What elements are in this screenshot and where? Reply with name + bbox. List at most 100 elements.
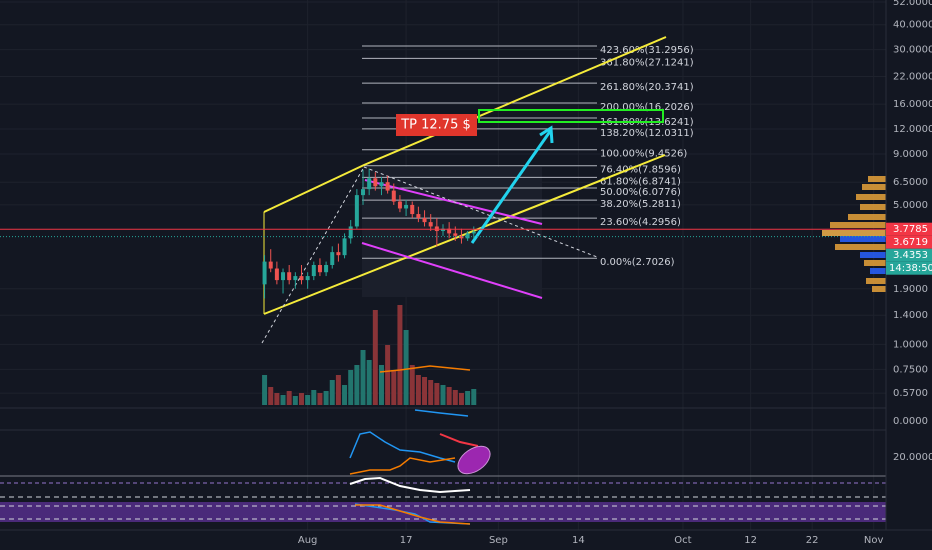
- x-tick-label: Aug: [298, 535, 318, 546]
- y-tick-label: 16.0000: [893, 99, 932, 110]
- arrow-head: [539, 125, 554, 144]
- volume-bar: [403, 330, 409, 405]
- y-tick-label: 0.5700: [893, 388, 928, 399]
- candle-body: [465, 233, 470, 239]
- candle-body: [268, 261, 273, 269]
- volume-bar: [360, 350, 366, 405]
- fib-label: 50.00%(6.0776): [600, 187, 681, 198]
- fib-label: 38.20%(5.2811): [600, 199, 681, 210]
- y-tick-label: 1.4000: [893, 310, 928, 321]
- volume-bar: [446, 387, 452, 405]
- candle-body: [404, 204, 409, 209]
- candle-body: [287, 272, 292, 281]
- volume-profile: [822, 176, 886, 292]
- candle-body: [361, 189, 366, 196]
- candle-body: [373, 178, 378, 187]
- volume-bar: [391, 370, 397, 405]
- fib-label: 361.80%(27.1241): [600, 57, 694, 68]
- volume-bar: [342, 385, 348, 405]
- target-arrow: [470, 129, 553, 244]
- y-tick-label: 5.0000: [893, 200, 928, 211]
- volume-bar: [366, 360, 372, 405]
- y-tick-label: 1.0000: [893, 339, 928, 350]
- y-tick-label: 9.0000: [893, 149, 928, 160]
- dashed-trend: [261, 166, 365, 344]
- fib-label: 23.60%(4.2956): [600, 217, 681, 228]
- volume-bar: [354, 365, 360, 405]
- y-tick-label: 52.0000: [893, 0, 932, 8]
- candle-body: [317, 264, 322, 273]
- fib-label: 138.20%(12.0311): [600, 128, 694, 139]
- volume-bar: [335, 375, 341, 405]
- candle-body: [428, 222, 433, 227]
- y-tick-label: 22.0000: [893, 72, 932, 83]
- x-tick-label: Sep: [489, 535, 508, 546]
- target-box: [478, 109, 664, 123]
- indicator-axis-label: 0.0000: [893, 416, 928, 427]
- x-tick-label: Nov: [864, 535, 884, 546]
- candle-body: [330, 252, 335, 265]
- fib-zone: [362, 167, 542, 297]
- candle-body: [397, 201, 402, 209]
- candle-body: [410, 204, 415, 215]
- price-tag-label: 3.6719: [893, 237, 928, 248]
- candle-body: [471, 231, 476, 234]
- x-tick-label: Oct: [674, 535, 691, 546]
- candle-body: [311, 264, 316, 277]
- fib-retracement: 423.60%(31.2956)361.80%(27.1241) 261.80%(…: [362, 45, 694, 268]
- candle-body: [342, 238, 347, 256]
- candle-body: [385, 182, 390, 191]
- volume-bar: [440, 385, 446, 405]
- fib-label: 76.40%(7.8596): [600, 165, 681, 176]
- volume-bar: [409, 365, 415, 405]
- volume-bar: [317, 393, 323, 405]
- fib-label: 100.00%(9.4526): [600, 149, 687, 160]
- price-tag: [886, 248, 932, 262]
- y-tick-label: 30.0000: [893, 45, 932, 56]
- volume-bar: [323, 391, 329, 405]
- volume-bar: [465, 391, 471, 405]
- x-tick-label: 12: [744, 535, 757, 546]
- x-tick-label: 17: [400, 535, 413, 546]
- candle-body: [367, 178, 372, 190]
- volume-bar: [280, 395, 286, 405]
- volume-bar: [262, 375, 268, 405]
- y-tick-label: 40.0000: [893, 20, 932, 31]
- volume-bar: [274, 393, 280, 405]
- y-tick-label: 6.5000: [893, 177, 928, 188]
- fib-label: 0.00%(2.7026): [600, 257, 675, 268]
- volume-bar: [298, 393, 304, 405]
- price-tag: [886, 235, 932, 249]
- countdown-label: 14:38:50: [889, 263, 932, 274]
- candle-body: [459, 235, 464, 239]
- y-tick-label: 12.0000: [893, 124, 932, 135]
- volume-bar: [348, 370, 354, 405]
- candle-body: [391, 190, 396, 202]
- volume-bar: [434, 383, 440, 405]
- indicator-panels: [0, 365, 886, 525]
- volume-bar: [422, 377, 428, 405]
- volume-bar: [305, 395, 311, 405]
- volume-bar: [286, 391, 292, 405]
- price-tag-label: 3.4353: [893, 250, 928, 261]
- volume-bar: [385, 345, 391, 405]
- candle-body: [305, 276, 310, 281]
- fib-label: 423.60%(31.2956): [600, 45, 694, 56]
- candle-body: [441, 228, 445, 232]
- volume-bar: [268, 387, 274, 405]
- y-tick-label: 1.9000: [893, 284, 928, 295]
- volume-bar: [372, 310, 378, 405]
- candle-body: [336, 252, 341, 256]
- volume-bar: [458, 393, 464, 405]
- down-channel-bottom: [361, 242, 543, 299]
- price-tag: [886, 222, 932, 236]
- candle-body: [274, 268, 279, 281]
- volume-bars: [262, 305, 477, 405]
- candle-body: [324, 264, 329, 273]
- candles: [262, 168, 476, 299]
- x-tick-label: 14: [572, 535, 585, 546]
- candle-body: [416, 214, 421, 218]
- volume-bar: [311, 390, 317, 405]
- candle-body: [379, 182, 384, 187]
